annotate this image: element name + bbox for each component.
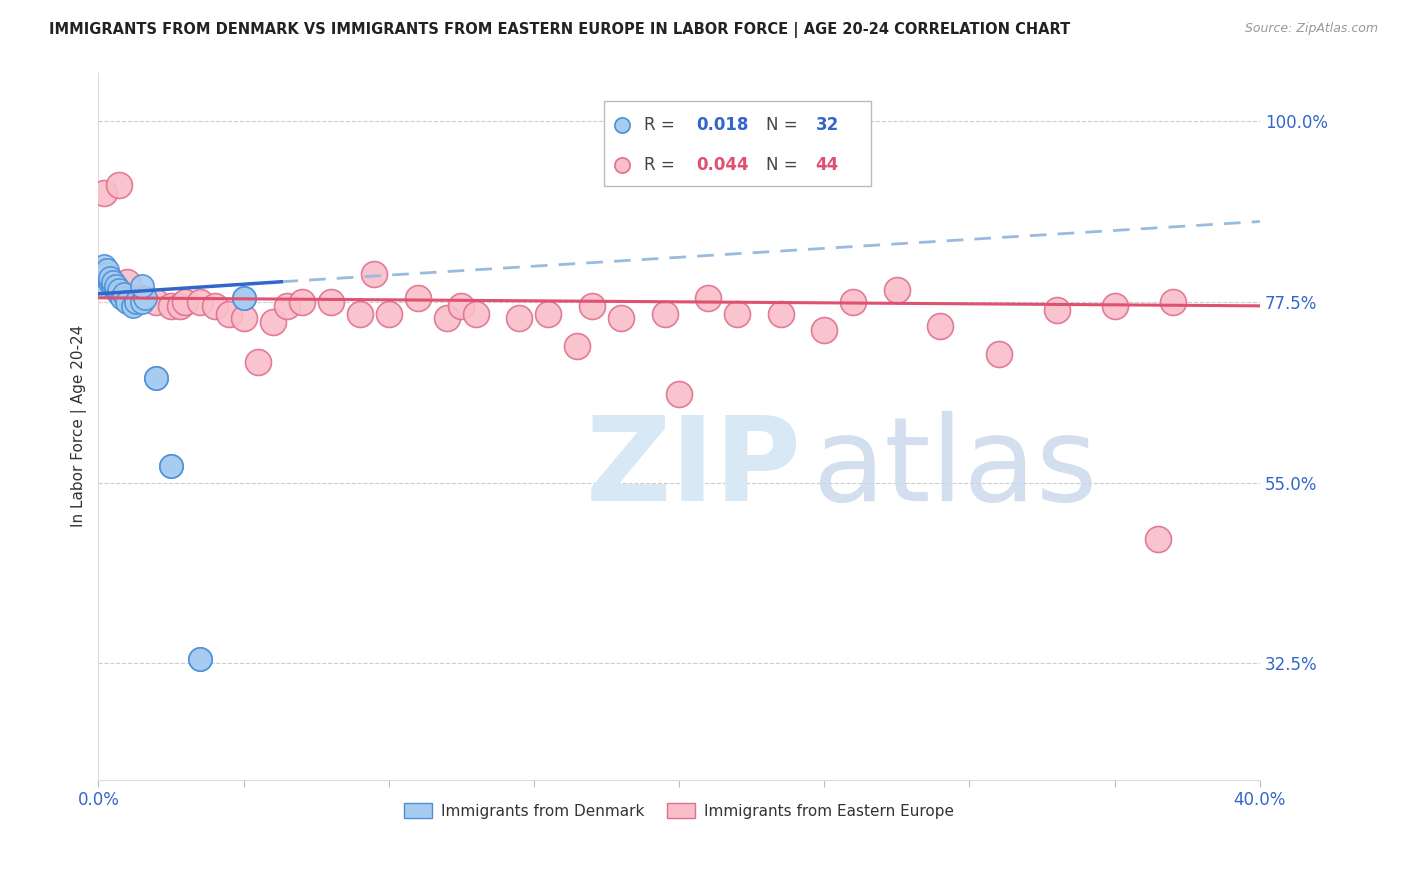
Point [1147,532,1170,546]
Text: IMMIGRANTS FROM DENMARK VS IMMIGRANTS FROM EASTERN EUROPE IN LABOR FORCE | AGE 2: IMMIGRANTS FROM DENMARK VS IMMIGRANTS FR… [49,22,1070,38]
Point [204,299,226,313]
Text: 0.044: 0.044 [696,156,748,174]
Y-axis label: In Labor Force | Age 20-24: In Labor Force | Age 20-24 [72,326,87,527]
Point [188,294,211,309]
Point [90,278,112,293]
Point [1045,302,1067,317]
Point [174,294,197,309]
Point [262,315,284,329]
Point [98,275,121,289]
Point [114,286,136,301]
Legend: Immigrants from Denmark, Immigrants from Eastern Europe: Immigrants from Denmark, Immigrants from… [398,797,960,825]
Text: N =: N = [766,116,803,134]
Point [188,652,211,666]
Point [98,270,121,285]
Point [188,652,211,666]
Text: atlas: atlas [813,411,1098,526]
Point [929,318,952,333]
Point [107,283,129,297]
Text: 44: 44 [815,156,839,174]
Point [104,278,127,293]
Point [145,294,167,309]
Point [1398,173,1406,187]
Point [725,307,748,321]
Point [232,291,254,305]
Point [1398,219,1406,233]
Point [813,323,835,337]
Point [697,291,720,305]
Text: 0.018: 0.018 [696,116,748,134]
Point [122,299,145,313]
Point [101,278,124,293]
Point [96,270,118,285]
Text: ZIP: ZIP [586,411,803,526]
Point [377,307,399,321]
Point [93,267,115,281]
Point [842,294,865,309]
Point [218,307,240,321]
Point [93,262,115,277]
Point [232,310,254,325]
Point [769,307,792,321]
Point [93,259,115,273]
Point [537,307,560,321]
Point [117,275,139,289]
Point [125,294,148,309]
Point [567,339,589,353]
Point [319,294,342,309]
Point [291,294,314,309]
Point [131,294,153,309]
Point [131,278,153,293]
Point [581,299,603,313]
Point [107,178,129,193]
Point [160,459,183,474]
Point [169,299,191,313]
Point [160,459,183,474]
Point [107,286,129,301]
Point [1104,299,1126,313]
Point [232,291,254,305]
Point [436,310,458,325]
Point [363,267,385,281]
Point [122,294,145,309]
Point [276,299,298,313]
Point [654,307,676,321]
Point [90,275,112,289]
Point [145,371,167,385]
Text: 32: 32 [815,116,839,134]
Point [610,310,633,325]
Point [406,291,429,305]
Point [508,310,530,325]
Point [96,262,118,277]
Text: N =: N = [766,156,803,174]
Point [349,307,371,321]
Text: Source: ZipAtlas.com: Source: ZipAtlas.com [1244,22,1378,36]
FancyBboxPatch shape [603,102,870,186]
Point [96,267,118,281]
Point [110,291,132,305]
Point [160,299,183,313]
Point [987,347,1010,361]
Point [104,283,127,297]
Point [450,299,472,313]
Point [247,355,270,369]
Point [131,291,153,305]
Point [93,186,115,201]
Text: R =: R = [644,116,679,134]
Point [464,307,486,321]
Point [117,294,139,309]
Point [886,283,908,297]
Text: R =: R = [644,156,679,174]
Point [668,387,690,401]
Point [1161,294,1184,309]
Point [101,275,124,289]
Point [134,291,156,305]
Point [145,371,167,385]
